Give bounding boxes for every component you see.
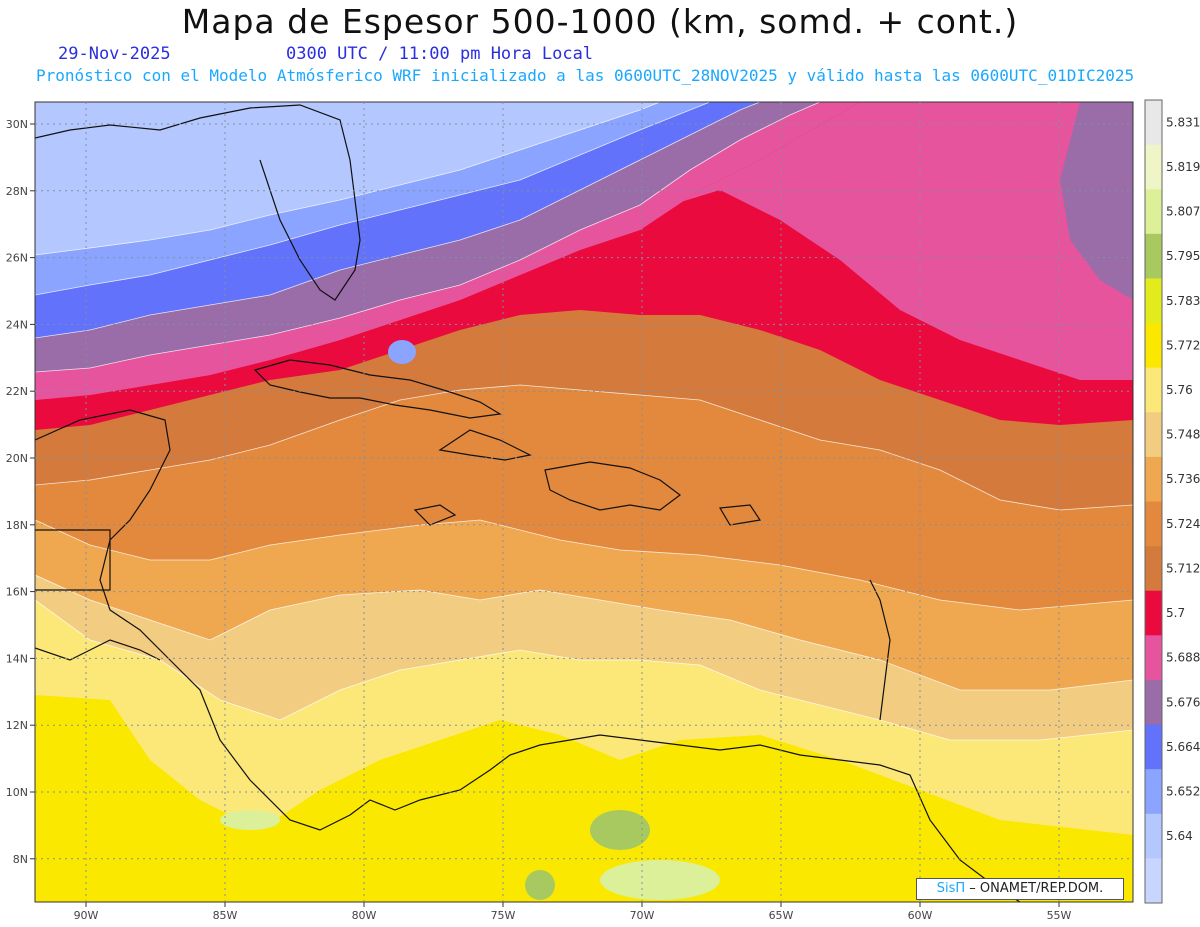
latitude-label: 18N [6, 519, 28, 532]
longitude-label: 70W [630, 909, 655, 922]
colorbar-label: 5.688 [1166, 651, 1200, 665]
latitude-label: 20N [6, 452, 28, 465]
colorbar-swatch [1145, 144, 1162, 190]
sispi-logo: SisΠ [936, 881, 966, 896]
latitude-label: 24N [6, 318, 28, 331]
forecast-description: Pronóstico con el Modelo Atmósferico WRF… [36, 66, 1135, 85]
colorbar-swatch [1145, 590, 1162, 636]
colorbar-label: 5.712 [1166, 561, 1200, 575]
latitude-label: 8N [13, 853, 28, 866]
colorbar-swatch [1145, 233, 1162, 279]
colorbar-legend: 5.831 5.819 5.807 5.795 5.783 5.772 5.76 5.748 5… [1144, 99, 1200, 904]
colorbar-label: 5.7 [1166, 606, 1185, 620]
colorbar-label: 5.76 [1166, 383, 1193, 397]
latitude-label: 14N [6, 652, 28, 665]
colorbar-label: 5.772 [1166, 338, 1200, 352]
colorbar-label: 5.831 [1166, 115, 1200, 129]
colorbar-swatch [1145, 858, 1162, 904]
colorbar-swatch [1145, 724, 1162, 770]
colorbar-label: 5.819 [1166, 160, 1200, 174]
colorbar-swatch [1145, 189, 1162, 235]
colorbar-frame [1144, 99, 1163, 904]
latitude-label: 30N [6, 118, 28, 131]
longitude-label: 65W [769, 909, 794, 922]
colorbar-swatch [1145, 323, 1162, 369]
colorbar-label: 5.664 [1166, 740, 1200, 754]
map-title: Mapa de Espesor 500-1000 (km, somd. + co… [181, 2, 1019, 41]
latitude-label: 26N [6, 252, 28, 265]
colorbar-label: 5.807 [1166, 205, 1200, 219]
latitude-label: 16N [6, 586, 28, 599]
latitude-label: 28N [6, 185, 28, 198]
longitude-label: 90W [74, 909, 99, 922]
latitude-label: 12N [6, 719, 28, 732]
colorbar-label: 5.748 [1166, 428, 1200, 442]
longitude-label: 80W [352, 909, 377, 922]
colorbar-swatch [1145, 278, 1162, 324]
colorbar-swatch [1145, 501, 1162, 547]
colorbar-label: 5.652 [1166, 784, 1200, 798]
latitude-label: 10N [6, 786, 28, 799]
colorbar-label: 5.724 [1166, 517, 1200, 531]
graticule: 30N 28N 26N 24N 22N 20N 18N 16N 14N 12N 10N 8N 90W 85… [6, 102, 1133, 922]
credit-box: SisΠ – ONAMET/REP.DOM. [916, 878, 1124, 900]
colorbar-swatch [1145, 635, 1162, 681]
colorbar-swatch [1145, 367, 1162, 413]
colorbar-label: 5.64 [1166, 829, 1193, 843]
colorbar-swatch [1145, 412, 1162, 458]
longitude-label: 85W [213, 909, 238, 922]
colorbar-label: 5.676 [1166, 695, 1200, 709]
time-label: 0300 UTC / 11:00 pm Hora Local [286, 44, 594, 64]
colorbar-label: 5.783 [1166, 294, 1200, 308]
colorbar-swatch [1145, 456, 1162, 502]
credit-text: – ONAMET/REP.DOM. [969, 881, 1104, 896]
colorbar-label: 5.795 [1166, 249, 1200, 263]
colorbar-swatch [1145, 679, 1162, 726]
date-label: 29-Nov-2025 [58, 44, 171, 64]
thickness-contour-bands [35, 102, 1133, 902]
colorbar-swatch [1145, 769, 1162, 815]
longitude-label: 75W [491, 909, 516, 922]
longitude-label: 55W [1047, 909, 1072, 922]
colorbar-swatch [1145, 546, 1162, 592]
longitude-label: 60W [908, 909, 933, 922]
colorbar-label: 5.736 [1166, 472, 1200, 486]
latitude-label: 22N [6, 385, 28, 398]
colorbar-swatch [1145, 100, 1162, 146]
colorbar-swatch [1145, 813, 1162, 859]
